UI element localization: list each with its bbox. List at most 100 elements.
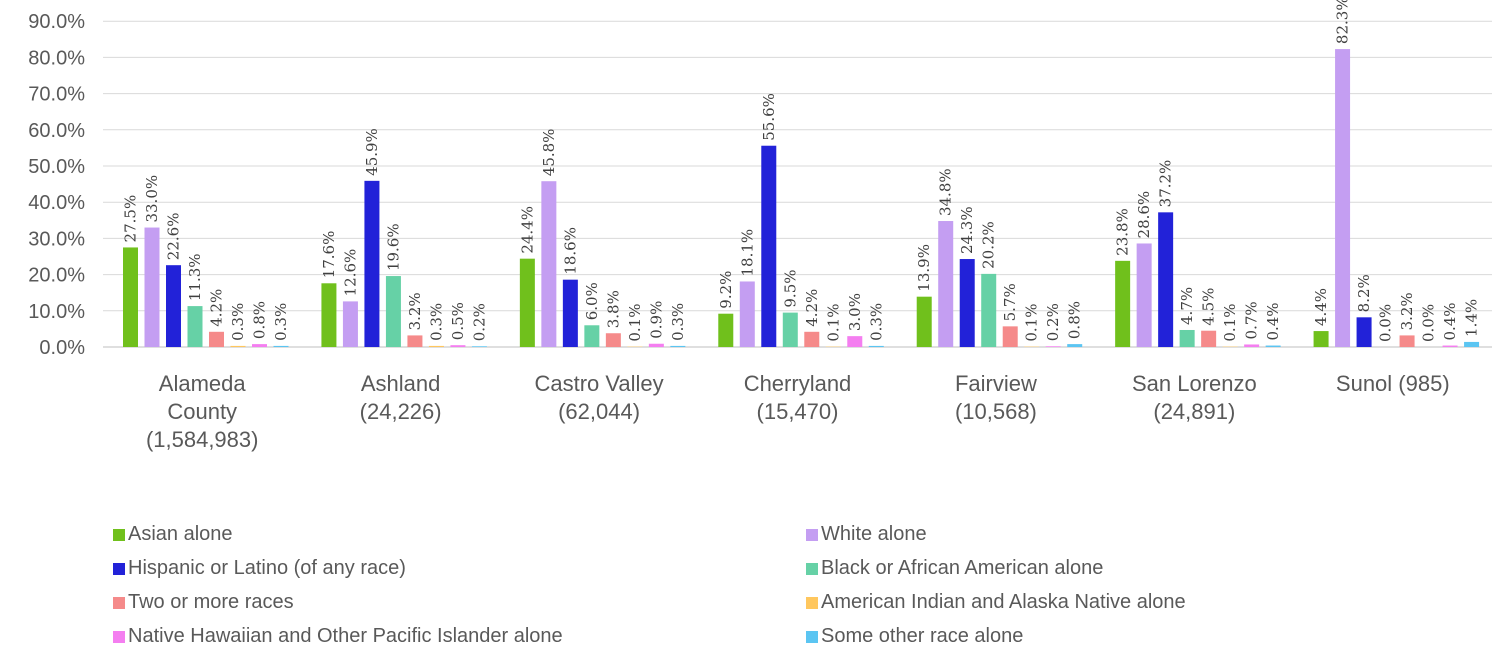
data-label: 3.0% [846, 293, 864, 331]
data-label: 0.8% [1066, 301, 1084, 339]
y-tick-label: 70.0% [28, 84, 85, 106]
data-label: 9.5% [781, 270, 799, 308]
data-label: 0.9% [647, 301, 665, 339]
y-axis: 0.0% 10.0% 20.0% 30.0% 40.0% 50.0% 60.0% 70.0% 8… [28, 11, 85, 359]
bar [166, 265, 181, 347]
data-label: 8.2% [1355, 274, 1373, 312]
bar [1002, 326, 1018, 347]
bar [450, 345, 466, 347]
data-label: 28.6% [1135, 191, 1153, 239]
bar [562, 279, 578, 347]
data-label: 9.2% [717, 271, 735, 309]
bars [123, 49, 1480, 347]
data-label: 3.2% [406, 292, 424, 330]
data-label: 19.6% [384, 223, 402, 271]
x-category-label: County [167, 399, 237, 424]
data-label: 0.3% [229, 303, 247, 341]
y-tick-label: 60.0% [28, 120, 85, 142]
x-category-label: Sunol (985) [1336, 371, 1450, 396]
bar [1158, 212, 1174, 347]
data-label: 5.7% [1001, 283, 1019, 321]
data-label: 27.5% [122, 195, 140, 243]
bar [123, 247, 138, 347]
data-label: 4.4% [1312, 288, 1330, 326]
bar [273, 345, 289, 347]
data-label: 1.4% [1463, 299, 1481, 337]
bar [342, 301, 358, 347]
bar [868, 345, 884, 347]
data-label: 4.2% [803, 289, 821, 327]
data-label: 0.2% [470, 303, 488, 341]
data-label: 0.0% [1420, 304, 1438, 342]
data-label: 6.0% [583, 282, 601, 320]
data-label: 4.2% [208, 289, 226, 327]
data-label: 0.5% [449, 302, 467, 340]
bar [938, 221, 954, 347]
bar [1067, 344, 1083, 347]
data-label: 45.8% [540, 129, 558, 177]
bar [209, 331, 224, 347]
data-label: 0.3% [669, 303, 687, 341]
bar [471, 346, 487, 347]
y-tick-label: 80.0% [28, 47, 85, 69]
x-category-label: Cherryland [744, 371, 852, 396]
data-label: 33.0% [143, 175, 161, 223]
bar [584, 325, 600, 347]
bar [1179, 329, 1195, 347]
bar [981, 273, 997, 347]
data-label: 3.2% [1398, 292, 1416, 330]
bar [1115, 260, 1131, 347]
bar [541, 181, 557, 347]
data-label: 0.3% [867, 303, 885, 341]
data-label: 17.6% [320, 231, 338, 279]
bar [1136, 243, 1152, 347]
x-category-label: Alameda [159, 371, 247, 396]
data-label: 0.1% [1023, 304, 1041, 342]
bar [605, 333, 621, 347]
bar [1399, 335, 1415, 347]
data-label: 13.9% [915, 244, 933, 292]
bar [782, 312, 798, 347]
y-tick-label: 90.0% [28, 11, 85, 33]
data-label: 24.4% [518, 206, 536, 254]
data-label: 0.4% [1264, 302, 1282, 340]
data-label: 4.5% [1200, 288, 1218, 326]
data-label: 22.6% [165, 213, 183, 261]
data-label: 11.3% [186, 253, 204, 301]
x-category-label: Castro Valley [534, 371, 663, 396]
x-category-label: (1,584,983) [146, 427, 259, 452]
bar [1335, 49, 1351, 347]
data-label: 0.4% [1441, 302, 1459, 340]
bar [1464, 341, 1480, 347]
bar [847, 336, 863, 347]
data-label: 0.1% [1221, 304, 1239, 342]
y-tick-label: 40.0% [28, 192, 85, 214]
bar [385, 276, 401, 347]
data-label: 0.2% [1044, 303, 1062, 341]
data-label: 34.8% [937, 168, 955, 216]
bar [252, 344, 267, 347]
data-label: 18.6% [561, 227, 579, 275]
bar [1313, 331, 1329, 347]
bar [321, 283, 337, 347]
bar [1265, 345, 1281, 347]
x-category-label: (15,470) [757, 399, 839, 424]
data-label: 4.7% [1178, 287, 1196, 325]
x-category-label: Fairview [955, 371, 1037, 396]
data-label: 37.2% [1157, 160, 1175, 208]
y-tick-label: 10.0% [28, 301, 85, 323]
bar [407, 335, 423, 347]
x-category-label: (62,044) [558, 399, 640, 424]
bar [144, 227, 160, 347]
y-tick-label: 30.0% [28, 228, 85, 250]
x-category-label: San Lorenzo [1132, 371, 1257, 396]
x-axis: Alameda County (1,584,983) Ashland (24,226) C… [146, 371, 1450, 452]
data-label: 0.3% [272, 303, 290, 341]
bar [804, 331, 820, 347]
bar [1244, 344, 1260, 347]
bar [670, 345, 686, 347]
bar [718, 313, 734, 347]
bar [187, 306, 203, 347]
x-category-label: (10,568) [955, 399, 1037, 424]
